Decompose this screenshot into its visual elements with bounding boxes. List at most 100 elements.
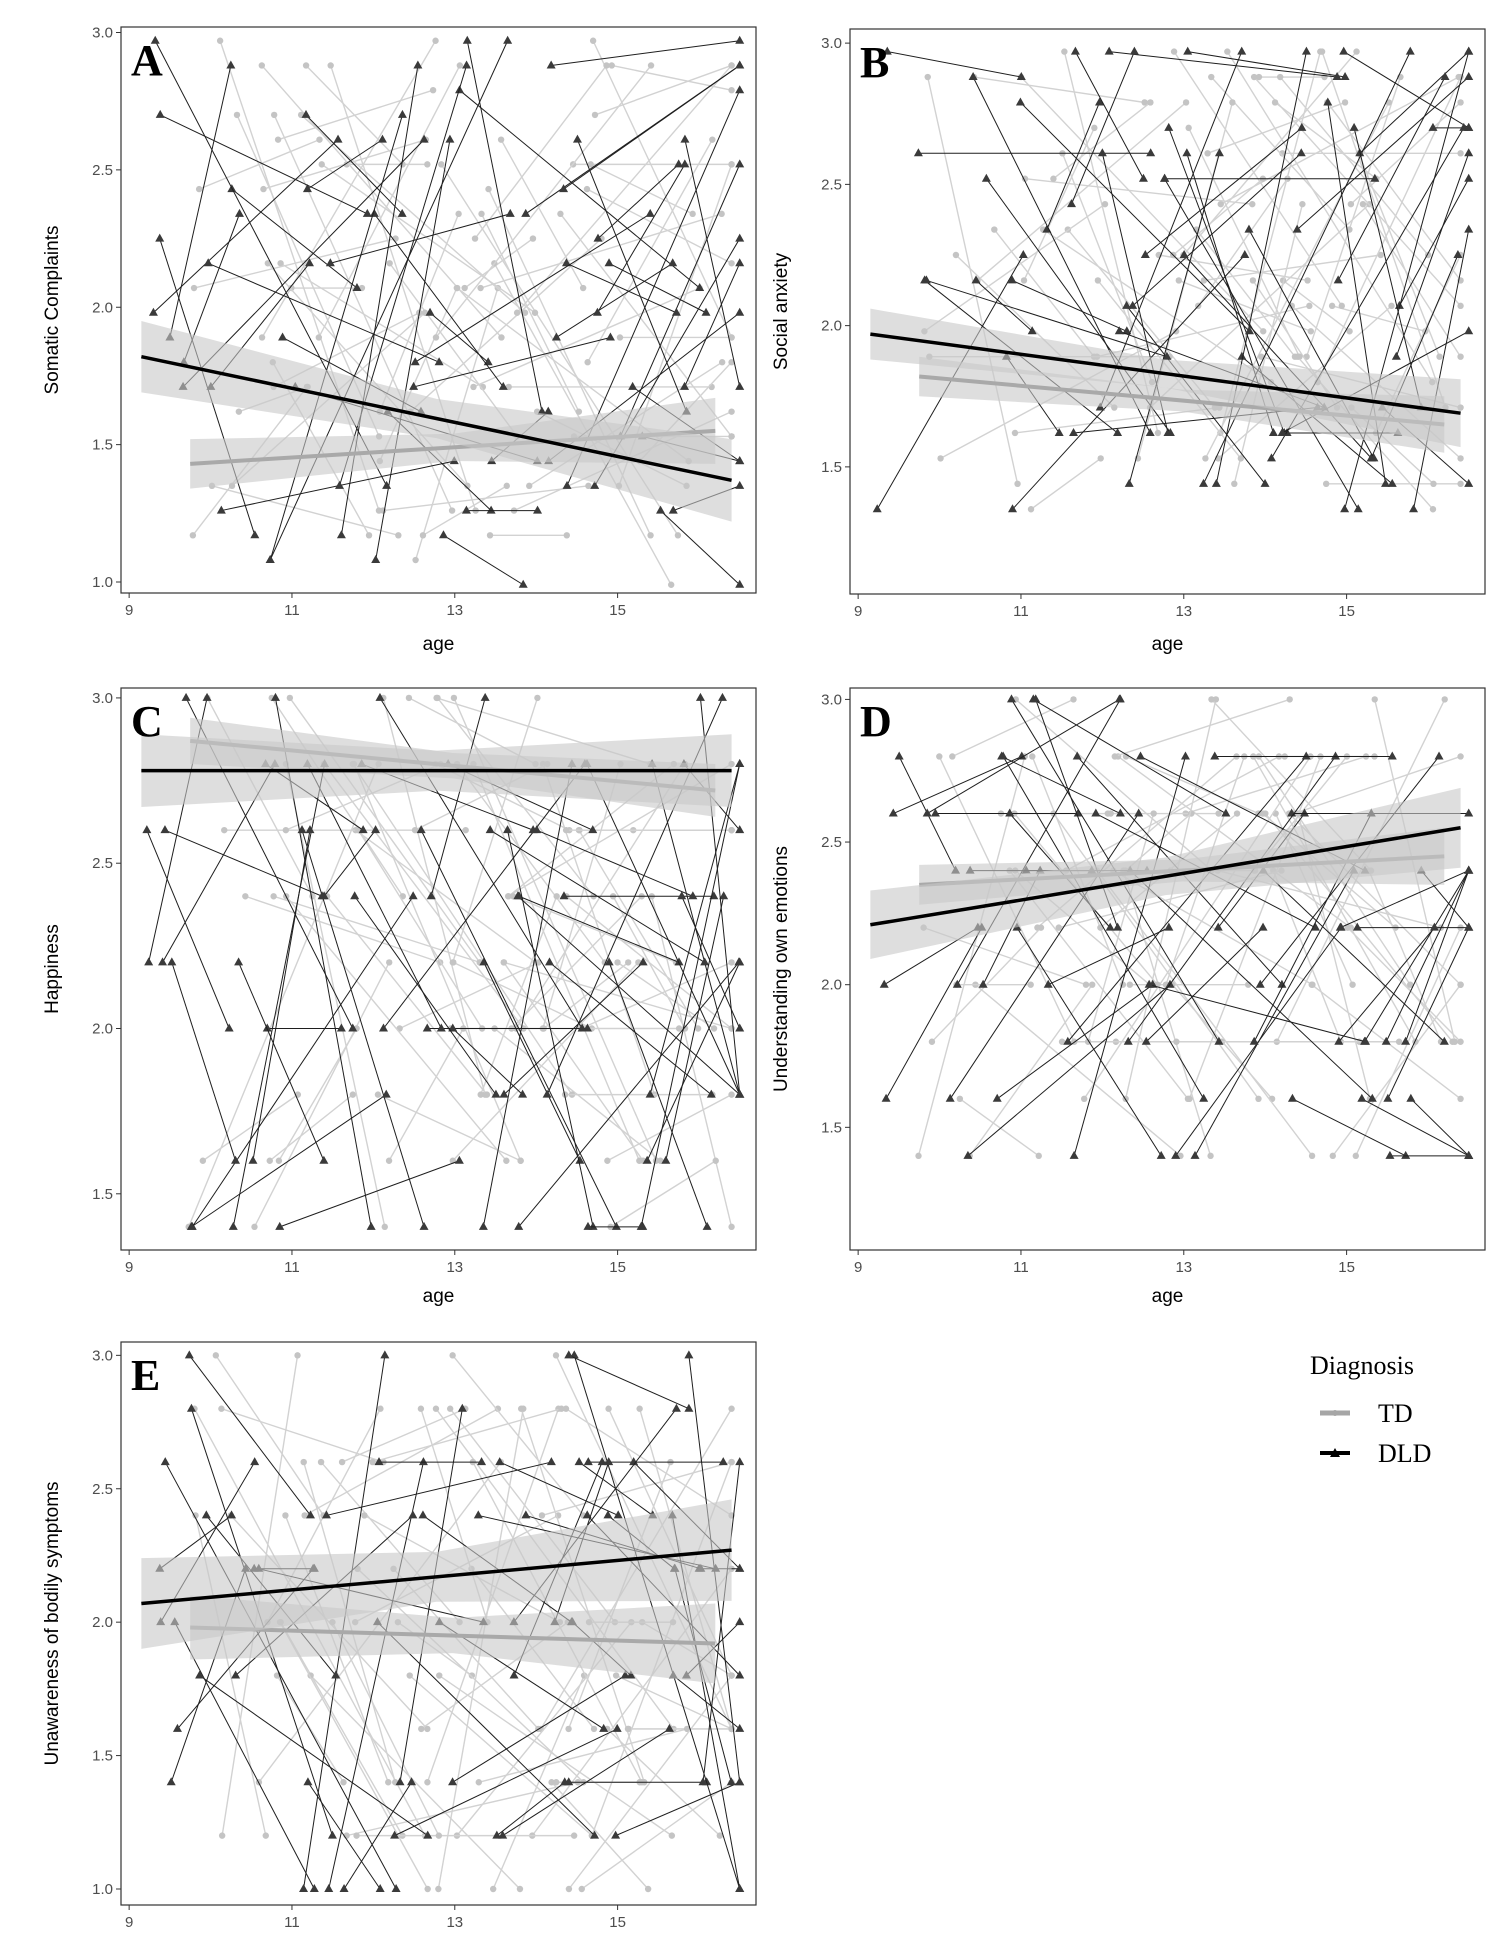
td-point	[461, 284, 468, 292]
dld-point	[680, 134, 690, 143]
y-tick-label: 3.0	[821, 35, 842, 52]
dld-point	[1244, 326, 1254, 335]
dld-trajectory	[1144, 127, 1303, 256]
dld-trajectory	[1033, 698, 1227, 814]
dld-point	[593, 233, 603, 242]
td-point	[1328, 302, 1336, 310]
dld-point	[419, 134, 429, 143]
dld-point	[894, 751, 904, 760]
y-tick-label: 3.0	[821, 691, 842, 708]
dld-point	[234, 957, 244, 966]
dld-point	[1104, 46, 1114, 55]
y-tick-label: 2.5	[92, 855, 113, 872]
td-point	[262, 1832, 269, 1839]
dld-trajectory	[975, 280, 1033, 332]
panel-label: E	[131, 1351, 160, 1400]
td-point	[315, 334, 323, 341]
td-point	[728, 408, 735, 415]
td-point	[1061, 48, 1068, 55]
td-point	[565, 1885, 573, 1893]
td-trajectory	[253, 962, 390, 1228]
td-point	[1094, 277, 1102, 284]
dld-trajectory	[414, 213, 651, 363]
dld-point	[1296, 148, 1306, 157]
y-tick-label: 2.0	[92, 299, 113, 316]
dld-point	[160, 1457, 170, 1466]
td-point	[1080, 1095, 1088, 1103]
dld-point	[1164, 922, 1174, 931]
td-point	[1208, 73, 1215, 81]
td-point	[1249, 277, 1257, 284]
td-trajectory	[1362, 203, 1462, 358]
dld-point	[1005, 808, 1015, 817]
td-trajectory	[409, 1675, 593, 1837]
dld-point	[735, 233, 745, 242]
td-trajectory	[1188, 127, 1301, 358]
td-point	[264, 260, 272, 267]
dld-point	[574, 1457, 584, 1466]
td-point	[565, 1725, 572, 1733]
td-point	[505, 383, 512, 391]
dld-point	[1353, 504, 1363, 513]
td-trajectory	[310, 1675, 521, 1890]
panel-e: E 9 11 13 15 1.0 1.5 2.0 2.5 3.0 Unawareness of bo…	[42, 1341, 757, 1931]
dld-point	[1409, 504, 1419, 513]
td-point	[212, 1352, 220, 1359]
dld-point	[265, 555, 275, 564]
td-point	[683, 1725, 691, 1733]
td-point	[585, 482, 592, 490]
td-trajectory	[1061, 153, 1153, 383]
td-point	[1347, 200, 1355, 208]
td-trajectory	[379, 287, 458, 462]
dld-point	[1114, 694, 1124, 703]
dld-point	[1027, 326, 1037, 335]
td-point	[1182, 99, 1190, 106]
dld-point	[297, 825, 307, 834]
dld-point	[735, 1670, 745, 1679]
td-trajectory	[276, 1675, 345, 1783]
td-trajectory	[1083, 756, 1312, 1100]
dld-point	[371, 555, 381, 564]
td-trajectory	[651, 896, 733, 1228]
td-point	[1271, 99, 1279, 106]
td-point	[369, 1458, 376, 1466]
dld-point	[1459, 122, 1469, 131]
dld-point	[562, 480, 572, 489]
dld-point	[1015, 97, 1025, 106]
dld-trajectory	[1364, 870, 1470, 1043]
dld-point	[304, 258, 314, 267]
td-trajectory	[1065, 755, 1280, 872]
plot-area	[870, 694, 1474, 1160]
dld-point	[671, 307, 681, 316]
td-trajectory	[1122, 870, 1212, 1157]
dld-point	[1091, 808, 1101, 817]
dld-trajectory	[702, 1462, 741, 1783]
td-point	[1276, 73, 1284, 81]
legend-dld-marker	[1330, 1448, 1340, 1457]
dld-point	[1299, 808, 1309, 817]
dld-point	[216, 505, 226, 514]
td-trajectory	[541, 1461, 732, 1517]
td-trajectory	[453, 961, 593, 1030]
td-trajectory	[331, 1621, 440, 1836]
td-trajectory	[473, 287, 700, 388]
td-point	[386, 959, 393, 966]
td-point	[494, 1405, 502, 1412]
td-trajectory	[1020, 76, 1264, 332]
dld-point	[299, 1883, 309, 1892]
dld-point	[348, 1023, 358, 1032]
y-tick-label: 2.5	[92, 162, 113, 179]
dld-point	[374, 1457, 384, 1466]
td-point	[1170, 48, 1178, 55]
td-trajectory	[969, 984, 1093, 1157]
dld-point	[1097, 148, 1107, 157]
dld-point	[436, 1023, 446, 1032]
td-point	[235, 408, 243, 415]
dld-point	[671, 1403, 681, 1412]
td-trajectory	[321, 163, 536, 314]
dld-trajectory	[330, 213, 511, 264]
dld-point	[234, 208, 244, 217]
td-trajectory	[323, 763, 525, 1029]
td-point	[563, 532, 570, 539]
td-point	[432, 1405, 440, 1412]
